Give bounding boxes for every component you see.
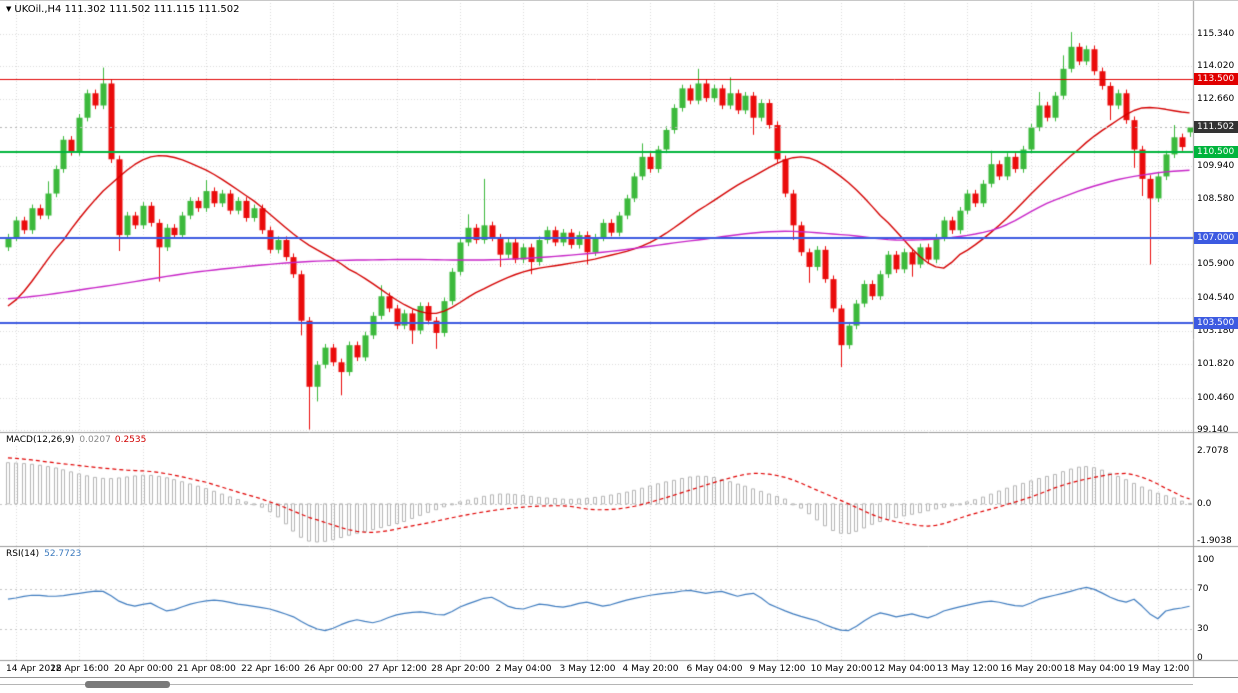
scrollbar-thumb[interactable] (85, 681, 170, 688)
rsi-value: 52.7723 (44, 549, 82, 559)
macd-value-main: 0.0207 (79, 435, 111, 445)
rsi-name: RSI(14) (6, 549, 40, 559)
macd-indicator-label: MACD(12,26,9) 0.0207 0.2535 (6, 435, 147, 445)
horizontal-scrollbar[interactable] (0, 677, 1238, 693)
symbol-ohlc-text: UKOil.,H4 111.302 111.502 111.115 111.50… (14, 4, 240, 15)
chart-title: ▼ UKOil.,H4 111.302 111.502 111.115 111.5… (6, 4, 240, 15)
rsi-indicator-label: RSI(14) 52.7723 (6, 549, 82, 559)
macd-name: MACD(12,26,9) (6, 435, 75, 445)
macd-value-signal: 0.2535 (114, 435, 147, 445)
symbol-collapse-icon[interactable]: ▼ (6, 5, 12, 13)
scrollbar-track[interactable] (0, 684, 1193, 685)
